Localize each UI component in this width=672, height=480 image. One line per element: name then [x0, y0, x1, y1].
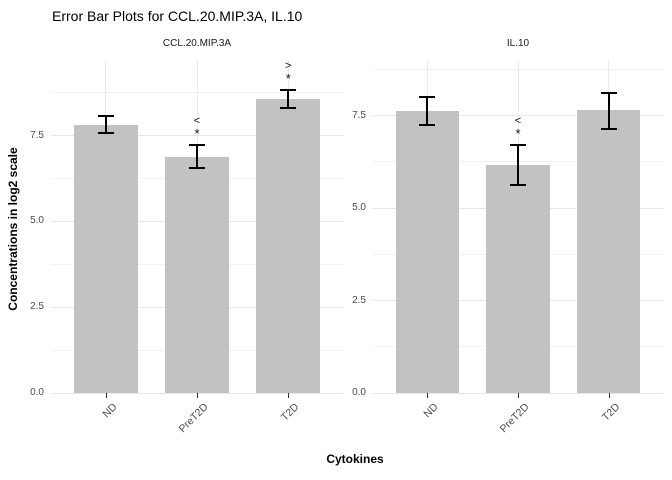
x-tick-label: T2D — [279, 401, 302, 424]
error-bar-line — [287, 89, 290, 109]
y-tick-label: 2.5 — [30, 301, 44, 313]
error-bar-line — [196, 145, 198, 168]
x-tick — [197, 393, 198, 398]
error-bar-cap-top — [189, 144, 205, 147]
error-bar-cap-bottom — [600, 127, 617, 130]
y-tick-label: 5.0 — [352, 202, 366, 213]
y-tick-label: 0.0 — [352, 387, 366, 398]
panel-il10: < * — [373, 60, 663, 394]
x-tick — [427, 393, 429, 398]
bar-ND — [73, 125, 138, 393]
error-bar-cap-top — [600, 91, 617, 94]
error-bar-cap-bottom — [280, 107, 297, 110]
x-tick — [288, 393, 290, 398]
significance-star: * — [515, 126, 521, 142]
facet-label-right: IL.10 — [506, 38, 530, 49]
x-tick-label: PreT2D — [176, 401, 211, 436]
error-bar-line — [607, 92, 610, 129]
bar-T2D — [256, 99, 321, 393]
x-axis-title: Cytokines — [326, 452, 384, 466]
error-bar-line — [426, 97, 429, 126]
facet-label-left: CCL.20.MIP.3A — [162, 38, 232, 49]
error-bar-cap-top — [280, 88, 297, 91]
significance-symbol: < — [193, 115, 201, 128]
plot-title: Error Bar Plots for CCL.20.MIP.3A, IL.10 — [52, 8, 303, 24]
y-tick-label: 5.0 — [30, 215, 44, 227]
error-bar-cap-bottom — [189, 166, 205, 169]
x-tick — [105, 393, 107, 398]
significance-symbol: < — [514, 115, 522, 128]
x-tick — [608, 393, 610, 398]
error-bar-cap-top — [97, 115, 114, 118]
error-bar-cap-top — [419, 96, 436, 99]
bar-PreT2D — [165, 157, 229, 393]
error-bar-cap-top — [510, 144, 526, 147]
bar-ND — [395, 110, 460, 393]
error-bar-cap-bottom — [510, 184, 526, 187]
x-tick-label: PreT2D — [497, 401, 532, 436]
x-tick-label: T2D — [599, 401, 623, 424]
significance-symbol: > — [285, 59, 292, 72]
y-tick-label: 2.5 — [352, 294, 366, 306]
bar-PreT2D — [486, 165, 550, 393]
y-tick-label: 0.0 — [30, 387, 44, 398]
x-tick-label: ND — [100, 401, 120, 421]
x-tick — [518, 393, 519, 398]
panel-ccl20mip3a: < * > * — [51, 59, 343, 394]
significance-star: * — [285, 70, 291, 86]
x-tick-label: ND — [421, 401, 441, 421]
error-bar-line — [104, 116, 107, 134]
significance-star: * — [194, 126, 200, 142]
error-bar-cap-bottom — [97, 132, 114, 135]
error-bar-cap-bottom — [419, 124, 436, 127]
y-tick-label: 7.5 — [30, 129, 44, 141]
bar-T2D — [576, 110, 641, 393]
error-bar-line — [517, 145, 519, 186]
y-tick-label: 7.5 — [352, 109, 366, 121]
